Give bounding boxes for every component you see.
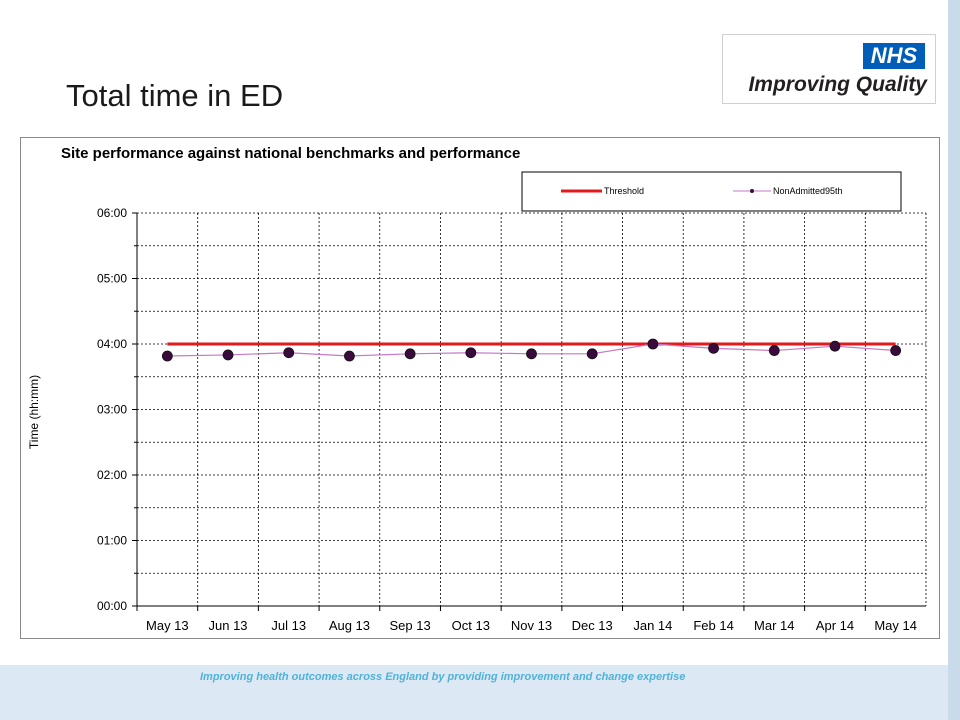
x-tick-label: Jun 13 [209, 618, 248, 633]
data-point-nonadmitted95th [222, 349, 234, 361]
data-point-nonadmitted95th [465, 347, 477, 359]
y-tick-label: 02:00 [97, 468, 127, 482]
chart-frame: Site performance against national benchm… [20, 137, 940, 639]
data-point-nonadmitted95th [768, 345, 780, 356]
right-stripe [948, 0, 960, 720]
nhs-badge: NHS [863, 43, 925, 69]
x-tick-label: Mar 14 [754, 618, 794, 633]
y-tick-label: 04:00 [97, 337, 127, 351]
y-axis-label: Time (hh:mm) [27, 375, 41, 449]
logo-text: Improving Quality [748, 73, 927, 96]
x-tick-label: May 13 [146, 618, 189, 633]
data-point-nonadmitted95th [344, 350, 355, 362]
y-tick-label: 05:00 [97, 272, 127, 286]
data-point-nonadmitted95th [283, 347, 295, 359]
x-tick-label: Nov 13 [511, 618, 552, 633]
x-tick-label: Apr 14 [816, 618, 854, 633]
x-tick-label: May 14 [874, 618, 917, 633]
data-point-nonadmitted95th [586, 348, 598, 360]
x-tick-label: Dec 13 [572, 618, 613, 633]
y-tick-label: 06:00 [97, 206, 127, 220]
data-point-nonadmitted95th [161, 350, 173, 362]
x-tick-label: Aug 13 [329, 618, 370, 633]
legend-threshold-label: Threshold [604, 186, 644, 196]
plot-area: 00:00 01:00 02:00 03:00 04:00 05:00 06:00 May 1… [97, 206, 927, 633]
slide-title: Total time in ED [66, 78, 284, 113]
data-point-nonadmitted95th [526, 348, 537, 360]
x-tick-label: Oct 13 [452, 618, 490, 633]
legend-nonadmitted-marker [750, 189, 754, 193]
x-tick-label: Sep 13 [390, 618, 431, 633]
chart-title: Site performance against national benchm… [61, 145, 520, 162]
x-tick-label: Jan 14 [633, 618, 672, 633]
nhs-logo: NHS Improving Quality [722, 34, 936, 104]
x-tick-label: Feb 14 [693, 618, 733, 633]
y-tick-label: 01:00 [97, 534, 127, 548]
y-tick-label: 03:00 [97, 403, 127, 417]
data-point-nonadmitted95th [404, 348, 416, 360]
legend-nonadmitted-label: NonAdmitted95th [773, 186, 843, 196]
data-point-nonadmitted95th [708, 342, 719, 354]
y-tick-label: 00:00 [97, 599, 127, 613]
x-tick-label: Jul 13 [271, 618, 306, 633]
data-point-nonadmitted95th [890, 345, 902, 356]
legend: Threshold NonAdmitted95th [521, 171, 902, 212]
chart: Site performance against national benchm… [27, 145, 927, 633]
footer-tagline: Improving health outcomes across England… [200, 671, 686, 683]
data-point-nonadmitted95th [829, 340, 841, 352]
data-point-nonadmitted95th [647, 338, 659, 350]
